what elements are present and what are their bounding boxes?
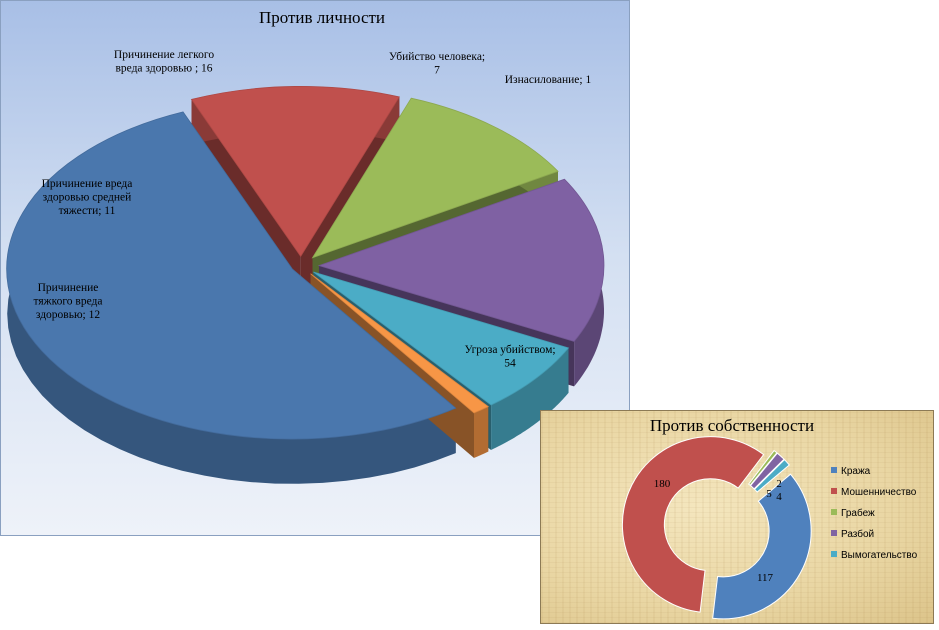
donut-slice-мошенничество <box>621 436 765 613</box>
legend-item-кража: Кража <box>831 466 871 477</box>
pie-label-угроза-убийством: Угроза убийством; 54 <box>464 344 555 370</box>
pie-label-причинение-тяжкого-вреда-здоровью: Причинение тяжкого вреда здоровью; 12 <box>33 282 102 321</box>
donut-value-label-кража: 117 <box>757 572 774 584</box>
pie-chart-person: Против личности Угроза убийством; 54 Причи… <box>6 8 605 484</box>
legend-swatch <box>831 488 837 494</box>
chart-panel-person: Против личности Угроза убийством; 54 Причи… <box>0 0 630 536</box>
pie-slice-причинение-легкого-вреда-здоровью <box>317 178 605 342</box>
pie-label-причинение-легкого-вреда-здоровью: Причинение легкого вреда здоровью ; 16 <box>114 49 214 75</box>
pie-label-убийство-человека: Убийство человека; 7 <box>389 51 485 77</box>
donut-value-label-мошенничество: 180 <box>654 478 671 490</box>
legend-item-мошенничество: Мошенничество <box>831 487 917 498</box>
legend-label: Грабеж <box>841 507 875 519</box>
donut-slice-кража <box>712 473 812 620</box>
legend-item-вымогательство: Вымогательство <box>831 550 918 561</box>
pie-slice-причинение-тяжкого-вреда-здоровью <box>190 86 400 258</box>
legend-label: Разбой <box>841 528 874 540</box>
chart-title-property: Против собственности <box>650 416 814 435</box>
pie-label-изнасилование: Изнасилование; 1 <box>505 74 592 86</box>
donut-slice-вымогательство <box>753 458 791 493</box>
pie-label-причинение-вреда-здоровью-средней-тяжести: Причинение вреда здоровью средней тяжести;… <box>42 178 133 217</box>
doughnut-chart-property: Против собственности 117 180 25 4 Кража Моше… <box>621 416 918 620</box>
pie-slice-причинение-вреда-здоровью-средней-тяжести <box>311 97 559 259</box>
pie-slice-угроза-убийством <box>6 111 457 440</box>
legend-label: Вымогательство <box>841 550 918 561</box>
donut-value-label-вымогательство: 4 <box>776 491 782 503</box>
pie-slice-убийство-человека <box>313 271 570 406</box>
chart-panel-property: Против собственности 117 180 2 5 4 Кража Моше… <box>540 410 934 624</box>
legend-label: Мошенничество <box>841 487 917 498</box>
donut-value-label-разбой: 5 <box>766 488 772 500</box>
donut-slice-грабеж <box>747 449 778 486</box>
donut-value-label-грабеж: 2 <box>776 478 782 490</box>
legend-swatch <box>831 467 837 473</box>
legend-item-разбой: Разбой <box>831 528 874 540</box>
pie-slice-изнасилование <box>310 273 489 414</box>
legend-label: Кража <box>841 466 871 477</box>
legend-swatch <box>831 551 837 557</box>
legend-swatch <box>831 509 837 515</box>
legend-swatch <box>831 530 837 536</box>
legend-item-грабеж: Грабеж <box>831 507 875 519</box>
donut-slice-разбой <box>749 452 785 490</box>
chart-title-person: Против личности <box>259 8 385 27</box>
